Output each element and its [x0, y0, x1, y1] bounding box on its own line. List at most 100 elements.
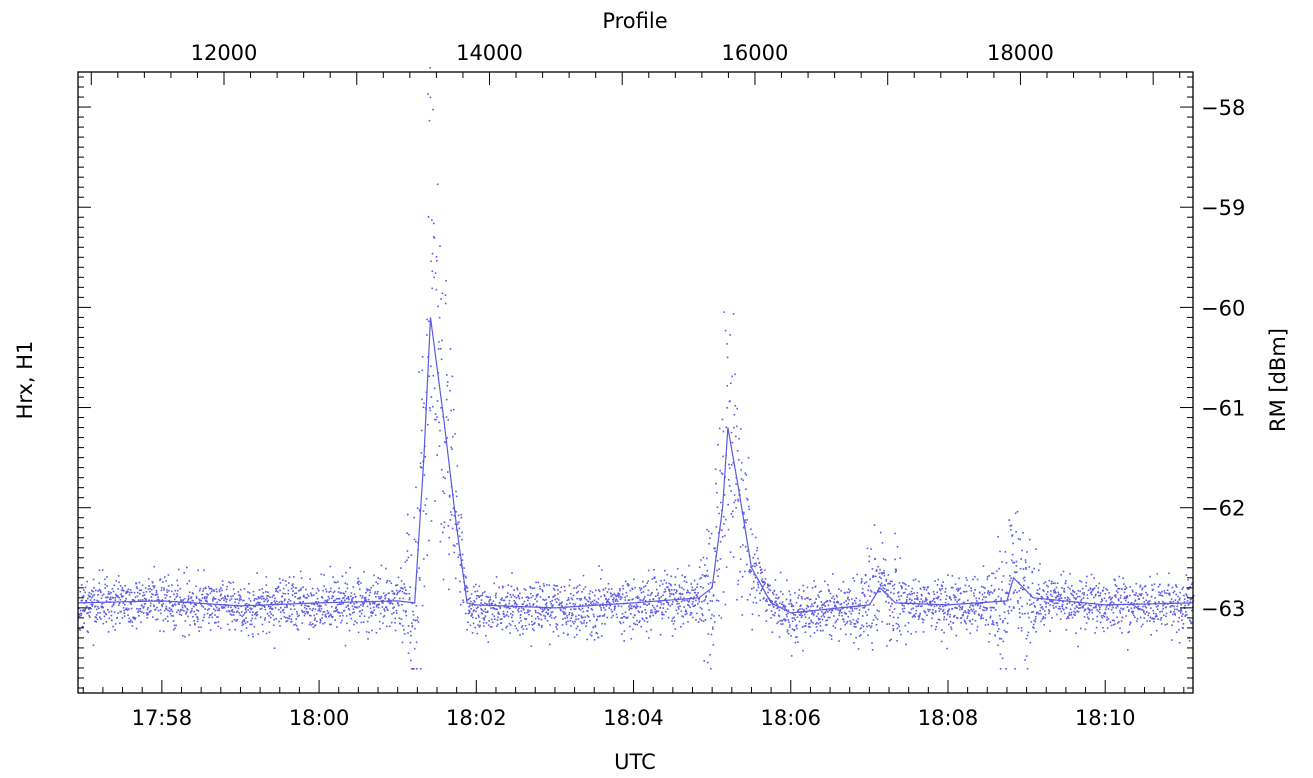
data-point: [357, 577, 359, 580]
data-point: [333, 610, 335, 613]
data-point: [971, 618, 974, 621]
data-point: [1030, 621, 1033, 623]
data-point: [927, 608, 929, 611]
data-point: [128, 617, 131, 620]
data-point: [857, 648, 860, 650]
data-point: [1087, 589, 1090, 592]
data-point: [553, 595, 555, 598]
data-point: [779, 602, 781, 604]
data-point: [90, 607, 92, 610]
data-point: [579, 629, 581, 632]
data-point: [782, 606, 785, 608]
data-point: [124, 599, 127, 602]
data-point: [373, 574, 375, 577]
data-point: [95, 589, 97, 592]
data-point: [189, 624, 191, 626]
data-point: [924, 600, 926, 603]
data-point: [1095, 626, 1098, 629]
data-point: [263, 597, 265, 600]
data-point: [917, 618, 920, 620]
data-point: [1180, 608, 1182, 611]
data-point: [241, 624, 244, 627]
data-point: [1050, 600, 1053, 603]
data-point: [305, 588, 307, 591]
data-point: [713, 615, 715, 617]
data-point: [1057, 595, 1059, 598]
data-point: [331, 597, 333, 600]
data-point: [1075, 593, 1078, 595]
data-point: [467, 598, 470, 601]
data-point: [421, 604, 424, 607]
data-point: [98, 569, 101, 572]
data-point: [935, 604, 938, 607]
data-point: [698, 600, 700, 603]
data-point: [1170, 601, 1172, 604]
data-point: [865, 611, 867, 613]
data-point: [405, 593, 408, 595]
data-point: [1003, 629, 1006, 632]
data-point: [954, 599, 957, 601]
data-point: [847, 602, 850, 605]
data-point: [159, 579, 161, 582]
data-point: [576, 633, 578, 636]
data-point: [357, 581, 359, 583]
data-point: [1156, 615, 1158, 617]
data-point: [865, 622, 868, 625]
data-point: [948, 623, 950, 626]
data-point: [821, 606, 824, 609]
data-point: [597, 602, 599, 604]
data-point: [820, 590, 822, 592]
data-point: [97, 600, 100, 603]
data-point: [803, 625, 806, 627]
data-point: [468, 606, 470, 608]
data-point: [507, 592, 509, 594]
data-point: [697, 621, 700, 623]
data-point: [807, 596, 809, 599]
data-point: [739, 546, 742, 548]
data-point: [586, 615, 589, 617]
data-point: [1104, 611, 1106, 614]
data-point: [1155, 605, 1158, 608]
data-point: [1149, 575, 1151, 578]
data-point: [1105, 588, 1107, 590]
data-point: [1151, 584, 1153, 586]
data-point: [117, 575, 120, 577]
data-point: [411, 622, 413, 625]
data-point: [1078, 602, 1080, 605]
data-point: [559, 591, 562, 593]
data-point: [441, 339, 443, 342]
data-point: [278, 577, 281, 580]
data-point: [146, 608, 149, 611]
data-point: [1179, 597, 1181, 600]
data-point: [1165, 606, 1167, 609]
data-point: [647, 594, 649, 596]
data-point: [560, 586, 563, 589]
data-point: [1099, 592, 1102, 594]
data-point: [937, 597, 939, 600]
data-point: [1059, 595, 1062, 597]
data-point: [619, 598, 622, 600]
data-point: [1165, 615, 1167, 618]
data-point: [649, 616, 652, 618]
data-point: [955, 588, 958, 591]
data-point: [138, 581, 141, 584]
data-point: [990, 609, 992, 612]
data-point: [470, 593, 473, 595]
data-point: [1001, 657, 1004, 660]
data-point: [805, 622, 807, 625]
data-point: [830, 635, 833, 637]
data-point: [770, 617, 772, 619]
data-point: [164, 593, 166, 596]
data-point: [300, 589, 302, 591]
data-point: [1182, 627, 1184, 629]
data-point: [351, 597, 353, 600]
data-point: [485, 634, 487, 637]
data-point: [392, 598, 395, 601]
data-point: [943, 631, 945, 634]
data-point: [794, 592, 796, 594]
data-point: [846, 620, 849, 623]
data-point: [190, 597, 192, 599]
data-point: [1089, 587, 1092, 589]
data-point: [1086, 597, 1089, 600]
data-point: [1096, 620, 1099, 623]
